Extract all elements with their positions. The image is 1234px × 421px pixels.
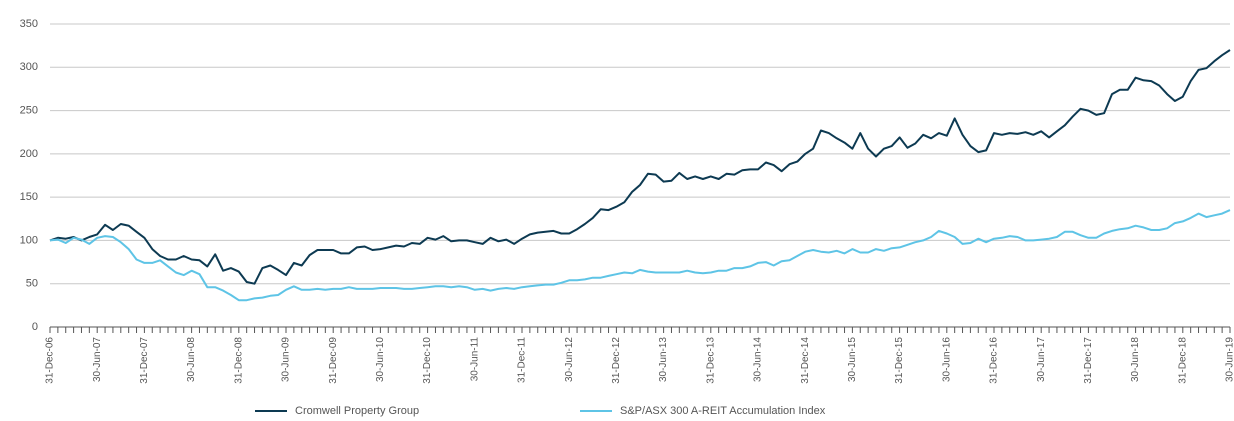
x-tick-label: 30-Jun-14 [753, 337, 764, 382]
x-tick-label: 31-Dec-12 [611, 337, 622, 384]
x-tick-label: 31-Dec-11 [517, 337, 528, 383]
y-tick-label: 300 [20, 61, 38, 73]
x-tick-label: 31-Dec-08 [233, 337, 244, 384]
y-tick-label: 50 [26, 278, 38, 290]
x-tick-label: 31-Dec-16 [989, 337, 1000, 384]
x-tick-label: 31-Dec-10 [422, 337, 433, 384]
x-tick-label: 30-Jun-18 [1130, 337, 1141, 382]
x-tick-label: 31-Dec-14 [800, 337, 811, 384]
x-tick-label: 30-Jun-10 [375, 337, 386, 382]
x-tick-label: 31-Dec-15 [894, 337, 905, 384]
y-tick-label: 100 [20, 234, 38, 246]
series-line [49, 209, 1231, 302]
series-line [49, 49, 1231, 285]
x-tick-label: 31-Dec-13 [705, 337, 716, 384]
x-tick-label: 30-Jun-11 [469, 337, 480, 382]
y-tick-label: 350 [20, 18, 38, 30]
x-tick-label: 30-Jun-08 [186, 337, 197, 382]
y-tick-label: 0 [32, 321, 38, 333]
x-tick-label: 31-Dec-06 [45, 337, 56, 384]
x-tick-label: 31-Dec-18 [1177, 337, 1188, 384]
x-tick-label: 31-Dec-07 [139, 337, 150, 384]
y-tick-label: 250 [20, 104, 38, 116]
y-tick-label: 200 [20, 148, 38, 160]
x-tick-label: 30-Jun-19 [1225, 337, 1234, 382]
legend-label: S&P/ASX 300 A-REIT Accumulation Index [620, 405, 826, 417]
y-tick-label: 150 [20, 191, 38, 203]
x-tick-label: 30-Jun-07 [92, 337, 103, 382]
x-tick-label: 30-Jun-15 [847, 337, 858, 382]
x-tick-label: 30-Jun-16 [941, 337, 952, 382]
x-tick-label: 30-Jun-09 [281, 337, 292, 382]
x-tick-label: 30-Jun-12 [564, 337, 575, 382]
x-tick-label: 30-Jun-13 [658, 337, 669, 382]
legend-label: Cromwell Property Group [295, 405, 419, 417]
x-tick-label: 30-Jun-17 [1036, 337, 1047, 382]
x-tick-label: 31-Dec-17 [1083, 337, 1094, 384]
x-tick-label: 31-Dec-09 [328, 337, 339, 384]
